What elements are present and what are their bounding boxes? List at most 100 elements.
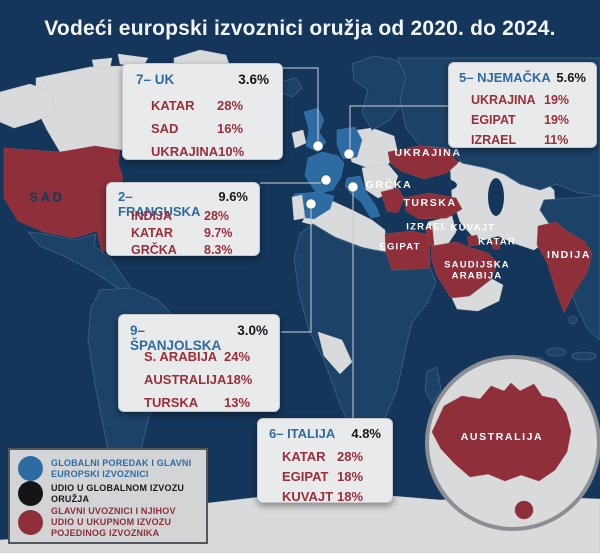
importer-name: IZRAEL bbox=[471, 133, 517, 147]
alaska-shape bbox=[0, 83, 56, 129]
callout-global-share: 4.8% bbox=[351, 426, 381, 441]
importer-share: 13% bbox=[224, 395, 251, 410]
importer-name: S. ARABIJA bbox=[144, 349, 218, 364]
exporter-dot-france bbox=[320, 174, 332, 186]
arctic-island-shape bbox=[91, 57, 113, 69]
importer-name: SAD bbox=[151, 121, 179, 136]
map-label-katar: KATAR bbox=[478, 236, 516, 248]
importer-name: EGIPAT bbox=[282, 468, 329, 484]
map-label-saudijska-line1: SAUDIJSKA bbox=[444, 259, 510, 271]
callout-italija: 6– ITALIJA 4.8% KATAR 28% EGIPAT 18% KUVAJ… bbox=[257, 418, 393, 506]
legend-item-text: UDIO U GLOBALNOM IZVOZU ORUŽJA bbox=[51, 483, 184, 505]
callout-country: 6– ITALIJA bbox=[269, 426, 336, 441]
importer-name: INDIJA bbox=[131, 208, 172, 223]
callout-row: GRČKA 8.3% bbox=[118, 241, 248, 258]
exporter-dot-italy bbox=[347, 181, 359, 193]
importer-share: 16% bbox=[217, 121, 244, 136]
map-label-izrael: IZRAEL bbox=[406, 221, 448, 233]
kuwait-shape bbox=[466, 234, 480, 247]
callout-row: KUVAJT 18% bbox=[269, 486, 381, 506]
indonesia-island-shape bbox=[571, 351, 597, 361]
legend-line: GLAVNI UVOZNICI I NJIHOV bbox=[51, 506, 176, 516]
importer-name: EGIPAT bbox=[471, 113, 516, 127]
callout-njemacka: 5– NJEMAČKA 5.6% UKRAJINA 19% EGIPAT 19% I… bbox=[448, 62, 597, 148]
callout-row: INDIJA 28% bbox=[118, 207, 248, 224]
legend-item-importers: GLAVNI UVOZNICI I NJIHOV UDIO U UKUPNOM … bbox=[18, 506, 198, 538]
importer-share: 19% bbox=[544, 113, 570, 127]
legend-line: ORUŽJA bbox=[51, 493, 90, 504]
importer-share: 18% bbox=[226, 372, 253, 387]
callout-uk: 7– UK 3.6% KATAR 28% SAD 16% UKRAJINA 10% bbox=[122, 63, 283, 160]
importer-share: 18% bbox=[337, 488, 364, 504]
importer-name: GRČKA bbox=[131, 242, 177, 257]
callout-row: TURSKA 13% bbox=[130, 391, 268, 414]
exporter-dot-spain bbox=[305, 198, 317, 210]
legend-item-text: GLOBALNI POREDAK I GLAVNI EUROPSKI IZVOZ… bbox=[51, 458, 191, 480]
callout-global-share: 3.6% bbox=[238, 72, 269, 87]
india-shape bbox=[536, 221, 593, 314]
map-label-saudijska-arabija: SAUDIJSKA ARABIJA bbox=[444, 260, 510, 283]
ireland-shape bbox=[291, 129, 307, 149]
importer-name: KUVAJT bbox=[282, 488, 334, 504]
saudi-arabia-shape bbox=[430, 241, 499, 299]
callout-country: 2– FRANCUSKA bbox=[118, 189, 201, 219]
callout-header: 9– ŠPANJOLSKA 3.0% bbox=[130, 323, 268, 353]
callout-row: KATAR 28% bbox=[136, 94, 269, 117]
caspian-sea-shape bbox=[488, 178, 504, 216]
qatar-shape bbox=[491, 238, 501, 250]
leader-line-uk bbox=[283, 67, 319, 141]
map-label-saudijska-line2: ARABIJA bbox=[451, 271, 503, 282]
importer-name: TURSKA bbox=[144, 395, 199, 410]
ukraine-shape bbox=[387, 145, 459, 180]
indonesia-island-shape bbox=[545, 347, 567, 357]
black-circle-icon bbox=[18, 481, 43, 506]
importer-name: UKRAJINA bbox=[471, 93, 536, 107]
australia-shape bbox=[431, 382, 572, 482]
uk-shape bbox=[303, 107, 327, 153]
importer-share: 24% bbox=[224, 349, 251, 364]
importer-share: 28% bbox=[204, 208, 230, 223]
importer-name: UKRAJINA bbox=[151, 144, 219, 159]
black-sea-shape bbox=[417, 178, 457, 192]
madagascar-shape bbox=[424, 366, 442, 404]
legend: GLOBALNI POREDAK I GLAVNI EUROPSKI IZVOZ… bbox=[8, 448, 208, 544]
leader-line-spain bbox=[281, 209, 312, 333]
importer-share: 9.7% bbox=[204, 225, 233, 240]
callout-row: IZRAEL 11% bbox=[459, 130, 586, 150]
callout-row: UKRAJINA 19% bbox=[459, 90, 586, 110]
importer-share: 10% bbox=[218, 144, 245, 159]
exporter-dot-germany bbox=[343, 148, 355, 160]
importer-name: KATAR bbox=[282, 448, 326, 464]
callout-header: 6– ITALIJA 4.8% bbox=[269, 426, 381, 446]
callout-row: SAD 16% bbox=[136, 117, 269, 140]
greece-shape bbox=[380, 187, 405, 214]
importer-name: AUSTRALIJA bbox=[144, 372, 227, 387]
callout-row: EGIPAT 19% bbox=[459, 110, 586, 130]
legend-line: UDIO U GLOBALNOM IZVOZU bbox=[51, 482, 185, 493]
map-label-kuvajt: KUVAJT bbox=[450, 222, 496, 234]
callout-spanjolska: 9– ŠPANJOLSKA 3.0% S. ARABIJA 24% AUSTRAL… bbox=[118, 314, 280, 412]
exporter-dot-uk bbox=[312, 140, 324, 152]
turkey-shape bbox=[403, 192, 463, 220]
legend-item-text: GLAVNI UVOZNICI I NJIHOV UDIO U UKUPNOM … bbox=[51, 506, 176, 538]
legend-line: POJEDINOG IZVOZNIKA bbox=[51, 527, 160, 538]
importer-share: 8.3% bbox=[204, 242, 233, 257]
callout-country: 9– ŠPANJOLSKA bbox=[130, 323, 222, 353]
red-circle-icon bbox=[18, 509, 43, 535]
egypt-shape bbox=[384, 230, 431, 271]
importer-share: 11% bbox=[544, 133, 569, 147]
callout-row: S. ARABIJA 24% bbox=[130, 345, 268, 368]
tasmania-shape bbox=[514, 500, 534, 520]
west-africa-coast-shape bbox=[317, 331, 353, 375]
map-label-ukrajina: UKRAJINA bbox=[394, 147, 462, 159]
importer-share: 28% bbox=[217, 98, 244, 113]
map-label-indija: INDIJA bbox=[546, 249, 592, 261]
legend-line: UDIO U UKUPNOM IZVOZU bbox=[51, 516, 172, 527]
legend-item-global-share: UDIO U GLOBALNOM IZVOZU ORUŽJA bbox=[18, 481, 198, 506]
callout-global-share: 9.6% bbox=[218, 189, 248, 204]
sri-lanka-shape bbox=[568, 315, 578, 325]
portugal-shape bbox=[291, 194, 306, 221]
legend-line: EUROPSKI IZVOZNICI bbox=[51, 468, 149, 479]
leader-line-germany bbox=[349, 105, 448, 149]
callout-global-share: 3.0% bbox=[237, 323, 268, 338]
